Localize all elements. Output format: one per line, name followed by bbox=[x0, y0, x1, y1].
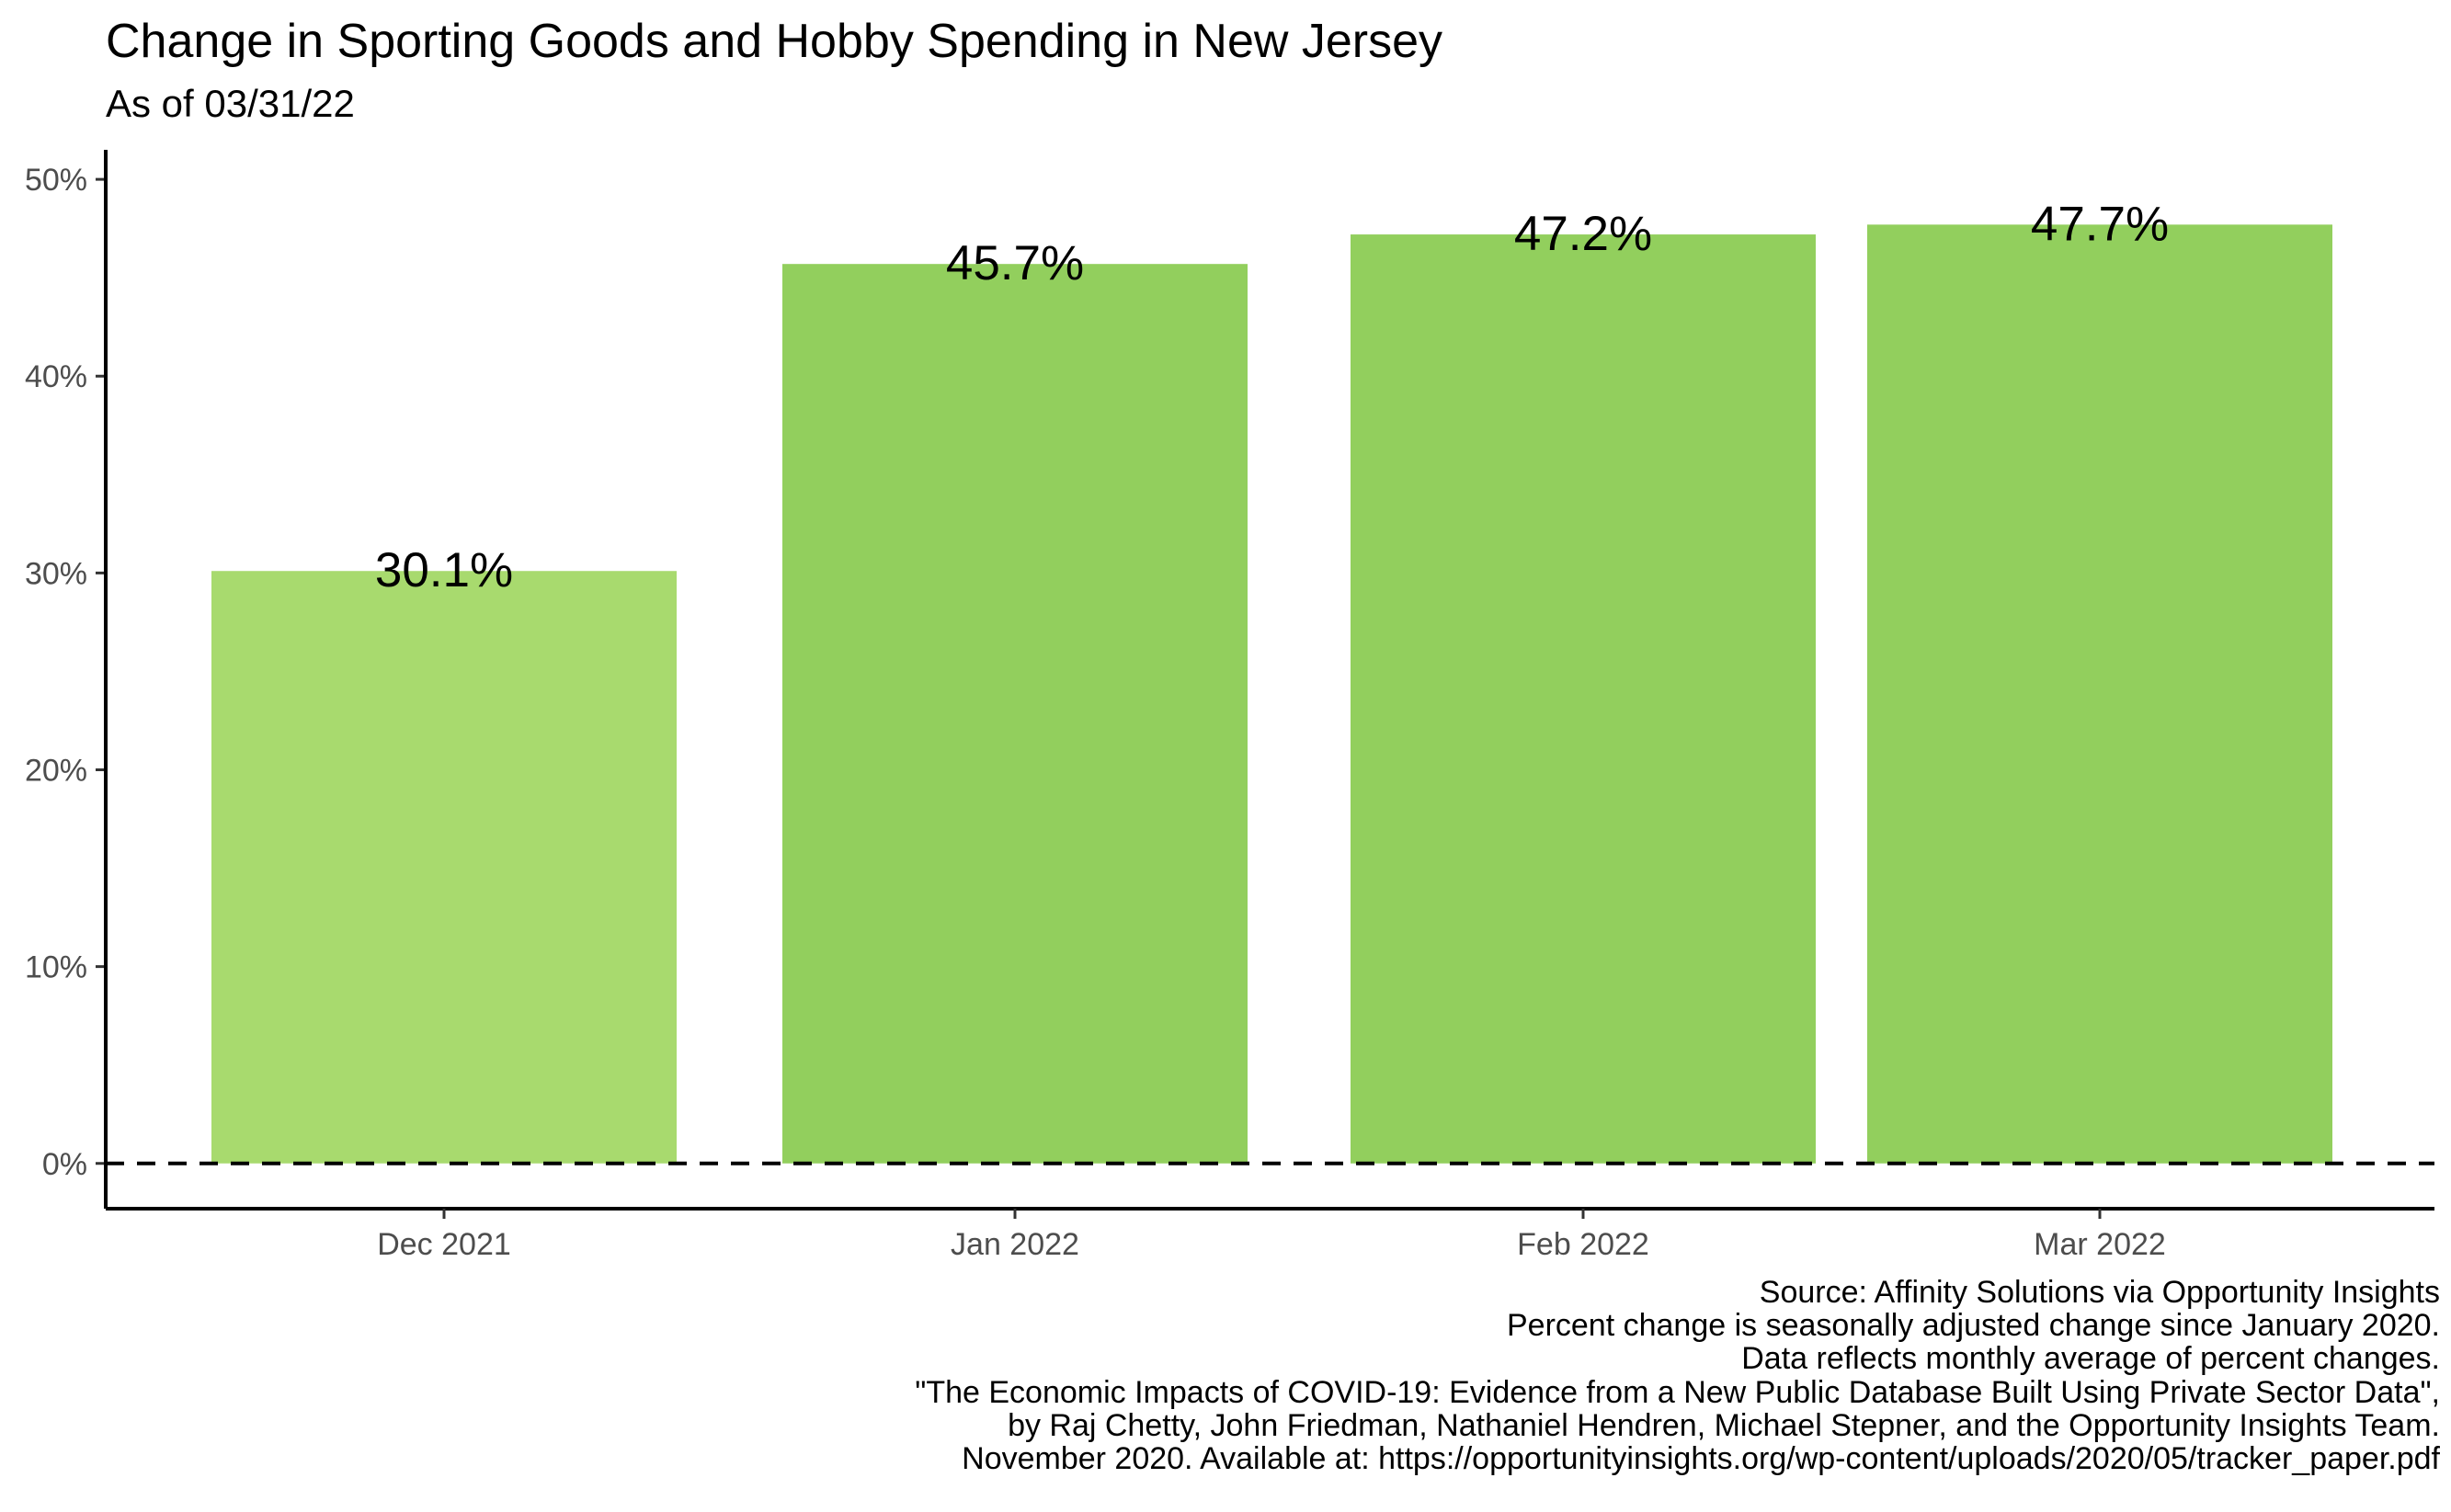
y-tick-label: 40% bbox=[25, 359, 87, 394]
x-tick-label: Dec 2021 bbox=[377, 1227, 511, 1262]
bar bbox=[1351, 234, 1816, 1164]
chart-title: Change in Sporting Goods and Hobby Spend… bbox=[106, 15, 1443, 68]
y-tick-label: 30% bbox=[25, 556, 87, 591]
caption-line: Source: Affinity Solutions via Opportuni… bbox=[1759, 1275, 2440, 1310]
chart-subtitle: As of 03/31/22 bbox=[106, 82, 355, 125]
data-label: 45.7% bbox=[946, 236, 1084, 290]
y-tick-label: 50% bbox=[25, 163, 87, 198]
data-label: 47.7% bbox=[2031, 197, 2169, 251]
bars bbox=[211, 224, 2332, 1164]
caption-line: by Raj Chetty, John Friedman, Nathaniel … bbox=[1008, 1407, 2440, 1443]
bar bbox=[211, 571, 677, 1164]
caption-line: "The Economic Impacts of COVID-19: Evide… bbox=[915, 1374, 2440, 1410]
x-tick-label: Mar 2022 bbox=[2034, 1227, 2166, 1262]
caption-line: Percent change is seasonally adjusted ch… bbox=[1506, 1308, 2440, 1344]
data-label: 47.2% bbox=[1514, 207, 1652, 261]
x-tick-label: Jan 2022 bbox=[951, 1227, 1079, 1262]
y-axis-ticks: 0% 10% 20% 30% 40% 50% bbox=[25, 163, 106, 1182]
bar bbox=[1867, 224, 2332, 1164]
bar bbox=[782, 264, 1248, 1164]
data-label: 30.1% bbox=[375, 543, 513, 597]
y-tick-label: 0% bbox=[42, 1147, 87, 1182]
data-labels: 30.1% 45.7% 47.2% 47.7% bbox=[375, 197, 2169, 597]
caption-line: November 2020. Available at: https://opp… bbox=[962, 1441, 2440, 1477]
x-tick-label: Feb 2022 bbox=[1517, 1227, 1649, 1262]
source-caption: Source: Affinity Solutions via Opportuni… bbox=[915, 1276, 2440, 1475]
caption-line: Data reflects monthly average of percent… bbox=[1741, 1341, 2440, 1377]
x-axis-ticks: Dec 2021 Jan 2022 Feb 2022 Mar 2022 bbox=[377, 1209, 2166, 1262]
y-tick-label: 10% bbox=[25, 950, 87, 985]
y-tick-label: 20% bbox=[25, 753, 87, 788]
